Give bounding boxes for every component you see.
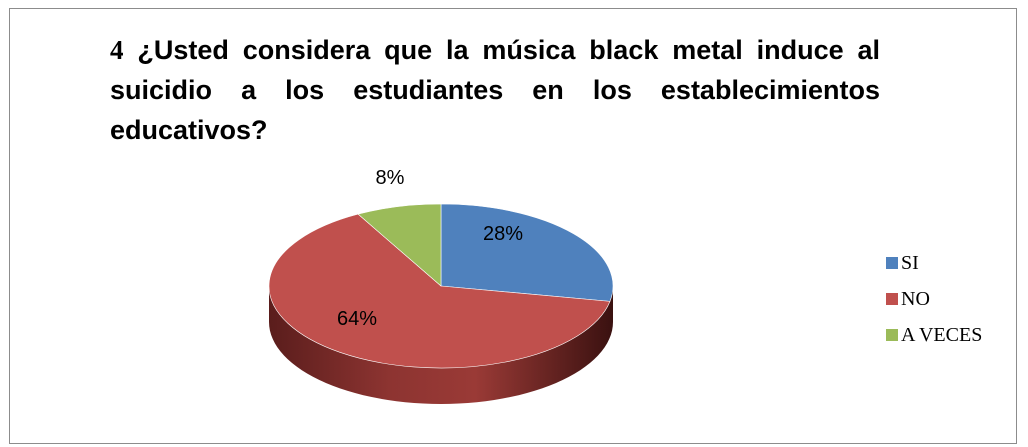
chart-title: 4 ¿Usted considera que la música black m…: [110, 30, 880, 150]
question-number: 4: [110, 35, 124, 65]
legend-swatch-si: [886, 257, 898, 269]
data-label-a-veces: 8%: [376, 167, 405, 189]
legend-item-no: NO: [886, 282, 982, 316]
data-label-si: 28%: [483, 223, 523, 245]
legend-label-a-veces: A VECES: [901, 323, 983, 346]
pie-slice-no: [268, 213, 611, 369]
legend-label-no: NO: [901, 287, 930, 310]
legend-swatch-no: [886, 293, 898, 305]
pie-slices: [268, 203, 614, 369]
question-text: ¿Usted considera que la música black met…: [110, 35, 880, 145]
pie-slice-a-veces: [357, 203, 442, 287]
pie-sides: [269, 286, 613, 404]
pie-side-wall: [269, 286, 613, 404]
legend: SI NO A VECES: [886, 246, 982, 354]
legend-label-si: SI: [901, 251, 919, 274]
pie-slice-si: [440, 203, 614, 302]
legend-swatch-a-veces: [886, 329, 898, 341]
pie-data-labels: 28% 64% 8%: [337, 167, 523, 330]
legend-item-a-veces: A VECES: [886, 318, 982, 352]
data-label-no: 64%: [337, 308, 377, 330]
legend-item-si: SI: [886, 246, 982, 280]
